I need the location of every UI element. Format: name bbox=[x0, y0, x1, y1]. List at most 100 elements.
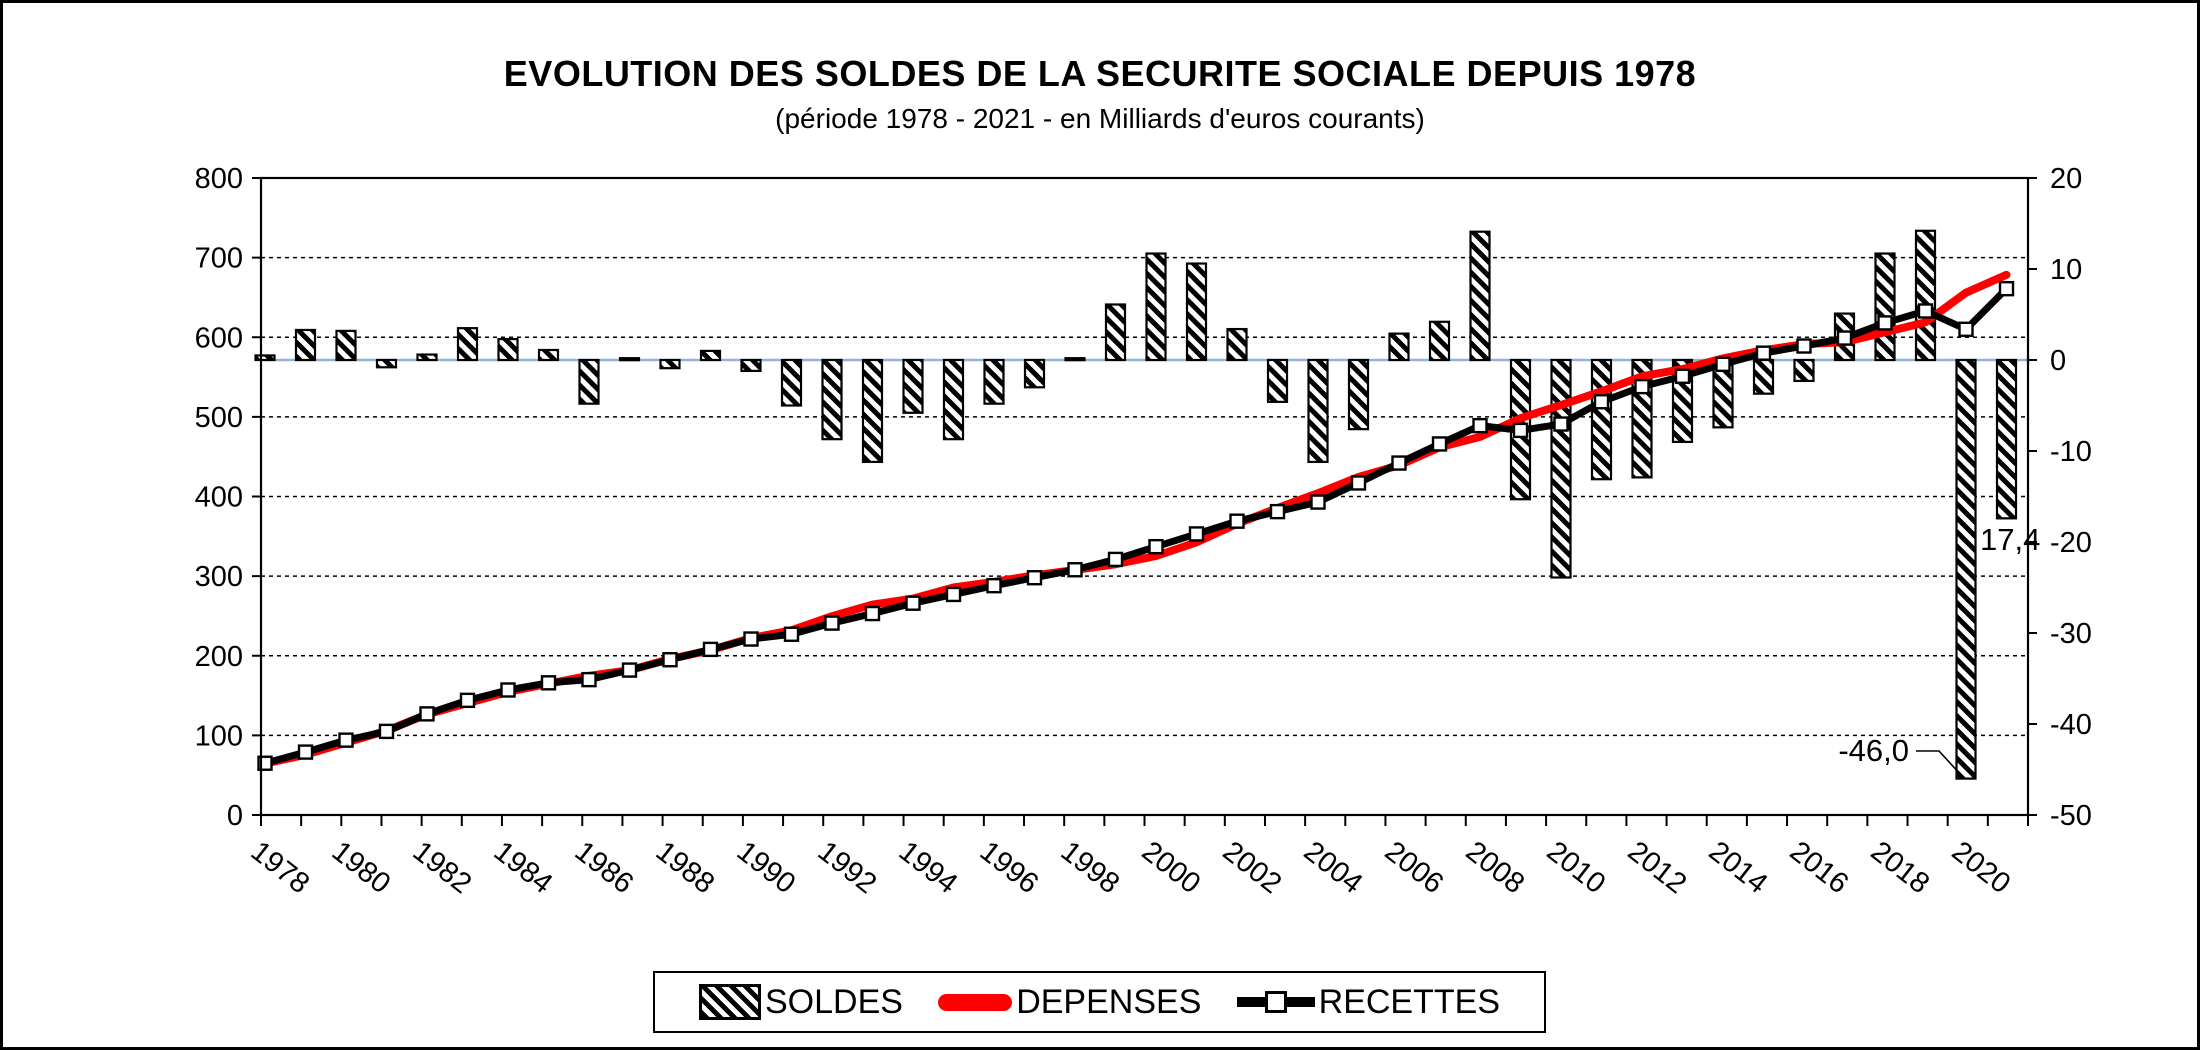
recettes-markers bbox=[257, 280, 2015, 771]
recettes-marker-1982 bbox=[419, 706, 435, 722]
soldes-bar-1994 bbox=[902, 358, 924, 414]
soldes-bar-1993 bbox=[861, 358, 884, 464]
right-axis-labels: 20 10 0 -10 -20 -30 -40 -50 bbox=[2028, 163, 2092, 832]
svg-text:400: 400 bbox=[195, 482, 243, 514]
soldes-bar-1992 bbox=[821, 358, 843, 441]
recettes-marker-1985 bbox=[540, 675, 557, 691]
recettes-marker-2011 bbox=[1593, 394, 1610, 410]
legend-depenses-label: DEPENSES bbox=[1016, 982, 1202, 1021]
recettes-marker-1981 bbox=[378, 723, 395, 740]
x-label-1982: 1982 bbox=[407, 835, 478, 900]
x-label-2020: 2020 bbox=[1946, 835, 2017, 900]
x-label-1988: 1988 bbox=[650, 835, 721, 900]
recettes-marker-1998 bbox=[1067, 562, 1083, 578]
svg-text:600: 600 bbox=[195, 322, 243, 354]
legend-item-soldes: SOLDES bbox=[699, 983, 903, 1022]
recettes-marker-2019 bbox=[1917, 303, 1934, 319]
svg-text:500: 500 bbox=[195, 402, 243, 434]
recettes-marker-2021 bbox=[1998, 280, 2015, 297]
soldes-bar-1996 bbox=[983, 358, 1005, 405]
soldes-bar-2018 bbox=[1874, 252, 1896, 362]
recettes-marker-2017 bbox=[1836, 330, 1853, 346]
x-axis-ticks bbox=[260, 815, 2029, 826]
recettes-marker-1990 bbox=[743, 631, 759, 647]
soldes-bar-1981 bbox=[375, 358, 398, 369]
x-label-2012: 2012 bbox=[1622, 835, 1693, 900]
x-label-2018: 2018 bbox=[1865, 835, 1936, 900]
annotation-leader-line bbox=[1916, 750, 1962, 776]
svg-text:200: 200 bbox=[195, 641, 243, 673]
x-label-1994: 1994 bbox=[893, 835, 964, 900]
gridlines bbox=[261, 256, 2028, 737]
x-label-1978: 1978 bbox=[245, 835, 316, 900]
soldes-bar-1987 bbox=[618, 357, 641, 362]
recettes-marker-1987 bbox=[621, 662, 638, 678]
recettes-marker-2003 bbox=[1269, 503, 1286, 520]
recettes-marker-2012 bbox=[1634, 378, 1650, 395]
x-label-1996: 1996 bbox=[974, 835, 1045, 900]
soldes-bar-1985 bbox=[537, 348, 560, 362]
recettes-marker-1995 bbox=[945, 586, 962, 603]
svg-text:100: 100 bbox=[195, 720, 243, 752]
recettes-marker-2013 bbox=[1674, 368, 1691, 384]
x-label-2014: 2014 bbox=[1703, 835, 1774, 900]
recettes-marker-2001 bbox=[1188, 526, 1205, 542]
soldes-bar-1999 bbox=[1104, 303, 1127, 362]
soldes-bar-1979 bbox=[294, 328, 317, 362]
soldes-bar-1990 bbox=[740, 358, 762, 373]
soldes-bar-1988 bbox=[659, 358, 681, 370]
recettes-line-swatch-icon bbox=[1236, 991, 1315, 1013]
x-axis-labels: 1978 1980 1982 1984 1986 1988 1990 1992 1994 1996… bbox=[245, 835, 2017, 900]
soldes-bar-2000 bbox=[1145, 252, 1167, 362]
annotation-2021-value: 17,4 bbox=[1980, 522, 2040, 557]
soldes-bar-2005 bbox=[1347, 358, 1370, 431]
annotations: -46,0 17,4 bbox=[1838, 522, 2040, 776]
soldes-bar-2011 bbox=[1590, 358, 1613, 481]
soldes-bar-1989 bbox=[699, 349, 722, 362]
depenses-line-swatch-icon bbox=[938, 993, 1013, 1011]
svg-text:0: 0 bbox=[2050, 345, 2066, 377]
recettes-marker-1979 bbox=[297, 744, 314, 760]
recettes-marker-1994 bbox=[905, 595, 921, 611]
chart-plot-area: 800700600500400300200100020100-10-20-30-… bbox=[195, 163, 2092, 900]
recettes-marker-1991 bbox=[783, 626, 800, 642]
soldes-bar-1978 bbox=[254, 354, 276, 362]
x-label-2016: 2016 bbox=[1784, 835, 1855, 900]
chart-subtitle: (période 1978 - 2021 - en Milliards d'eu… bbox=[775, 103, 1425, 134]
svg-text:800: 800 bbox=[195, 163, 243, 195]
soldes-bar-1997 bbox=[1023, 358, 1046, 389]
recettes-marker-1986 bbox=[581, 671, 597, 688]
left-axis-labels: 800 700 600 500 400 300 200 100 0 bbox=[195, 163, 261, 832]
soldes-bar-1986 bbox=[578, 358, 600, 405]
x-label-1980: 1980 bbox=[326, 835, 397, 900]
soldes-bar-1982 bbox=[416, 353, 438, 362]
recettes-marker-1992 bbox=[824, 615, 840, 631]
recettes-marker-2005 bbox=[1350, 475, 1367, 491]
recettes-marker-1984 bbox=[500, 682, 516, 698]
annotation-2020-value: -46,0 bbox=[1838, 733, 1909, 768]
recettes-marker-1993 bbox=[864, 605, 881, 622]
recettes-marker-1983 bbox=[459, 692, 476, 709]
soldes-hatch-swatch-icon bbox=[699, 984, 761, 1020]
soldes-bar-2002 bbox=[1226, 327, 1248, 362]
x-label-2002: 2002 bbox=[1217, 835, 1288, 900]
svg-text:-10: -10 bbox=[2050, 436, 2092, 468]
x-label-2000: 2000 bbox=[1136, 835, 1207, 900]
recettes-marker-2015 bbox=[1755, 345, 1772, 361]
x-label-2008: 2008 bbox=[1460, 835, 1531, 900]
x-label-1998: 1998 bbox=[1055, 835, 1126, 900]
chart-title: EVOLUTION DES SOLDES DE LA SECURITE SOCI… bbox=[503, 53, 1697, 94]
legend-soldes-label: SOLDES bbox=[765, 982, 903, 1021]
soldes-bar-2016 bbox=[1793, 358, 1815, 383]
svg-text:-30: -30 bbox=[2050, 618, 2092, 650]
recettes-marker-1997 bbox=[1026, 570, 1043, 586]
recettes-marker-1980 bbox=[338, 732, 354, 748]
recettes-marker-2007 bbox=[1431, 436, 1448, 452]
soldes-bar-1991 bbox=[780, 358, 803, 407]
recettes-marker-1996 bbox=[986, 577, 1002, 594]
soldes-bar-2019 bbox=[1914, 229, 1937, 362]
soldes-bar-2003 bbox=[1266, 358, 1289, 403]
soldes-bar-2004 bbox=[1307, 358, 1329, 464]
x-label-1984: 1984 bbox=[488, 835, 559, 900]
